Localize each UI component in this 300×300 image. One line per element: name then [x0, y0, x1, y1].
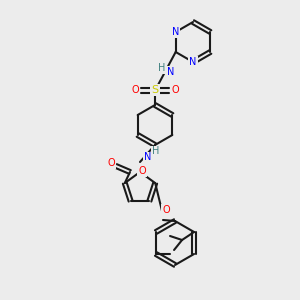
Text: O: O [107, 158, 115, 168]
Text: O: O [162, 205, 170, 215]
Text: N: N [172, 27, 179, 37]
Text: O: O [171, 85, 179, 95]
Text: S: S [152, 85, 159, 95]
Text: N: N [167, 67, 174, 77]
Text: H: H [158, 63, 165, 73]
Text: N: N [189, 57, 197, 67]
Text: H: H [152, 146, 159, 157]
Text: O: O [138, 166, 146, 176]
Text: N: N [144, 152, 151, 163]
Text: O: O [131, 85, 139, 95]
